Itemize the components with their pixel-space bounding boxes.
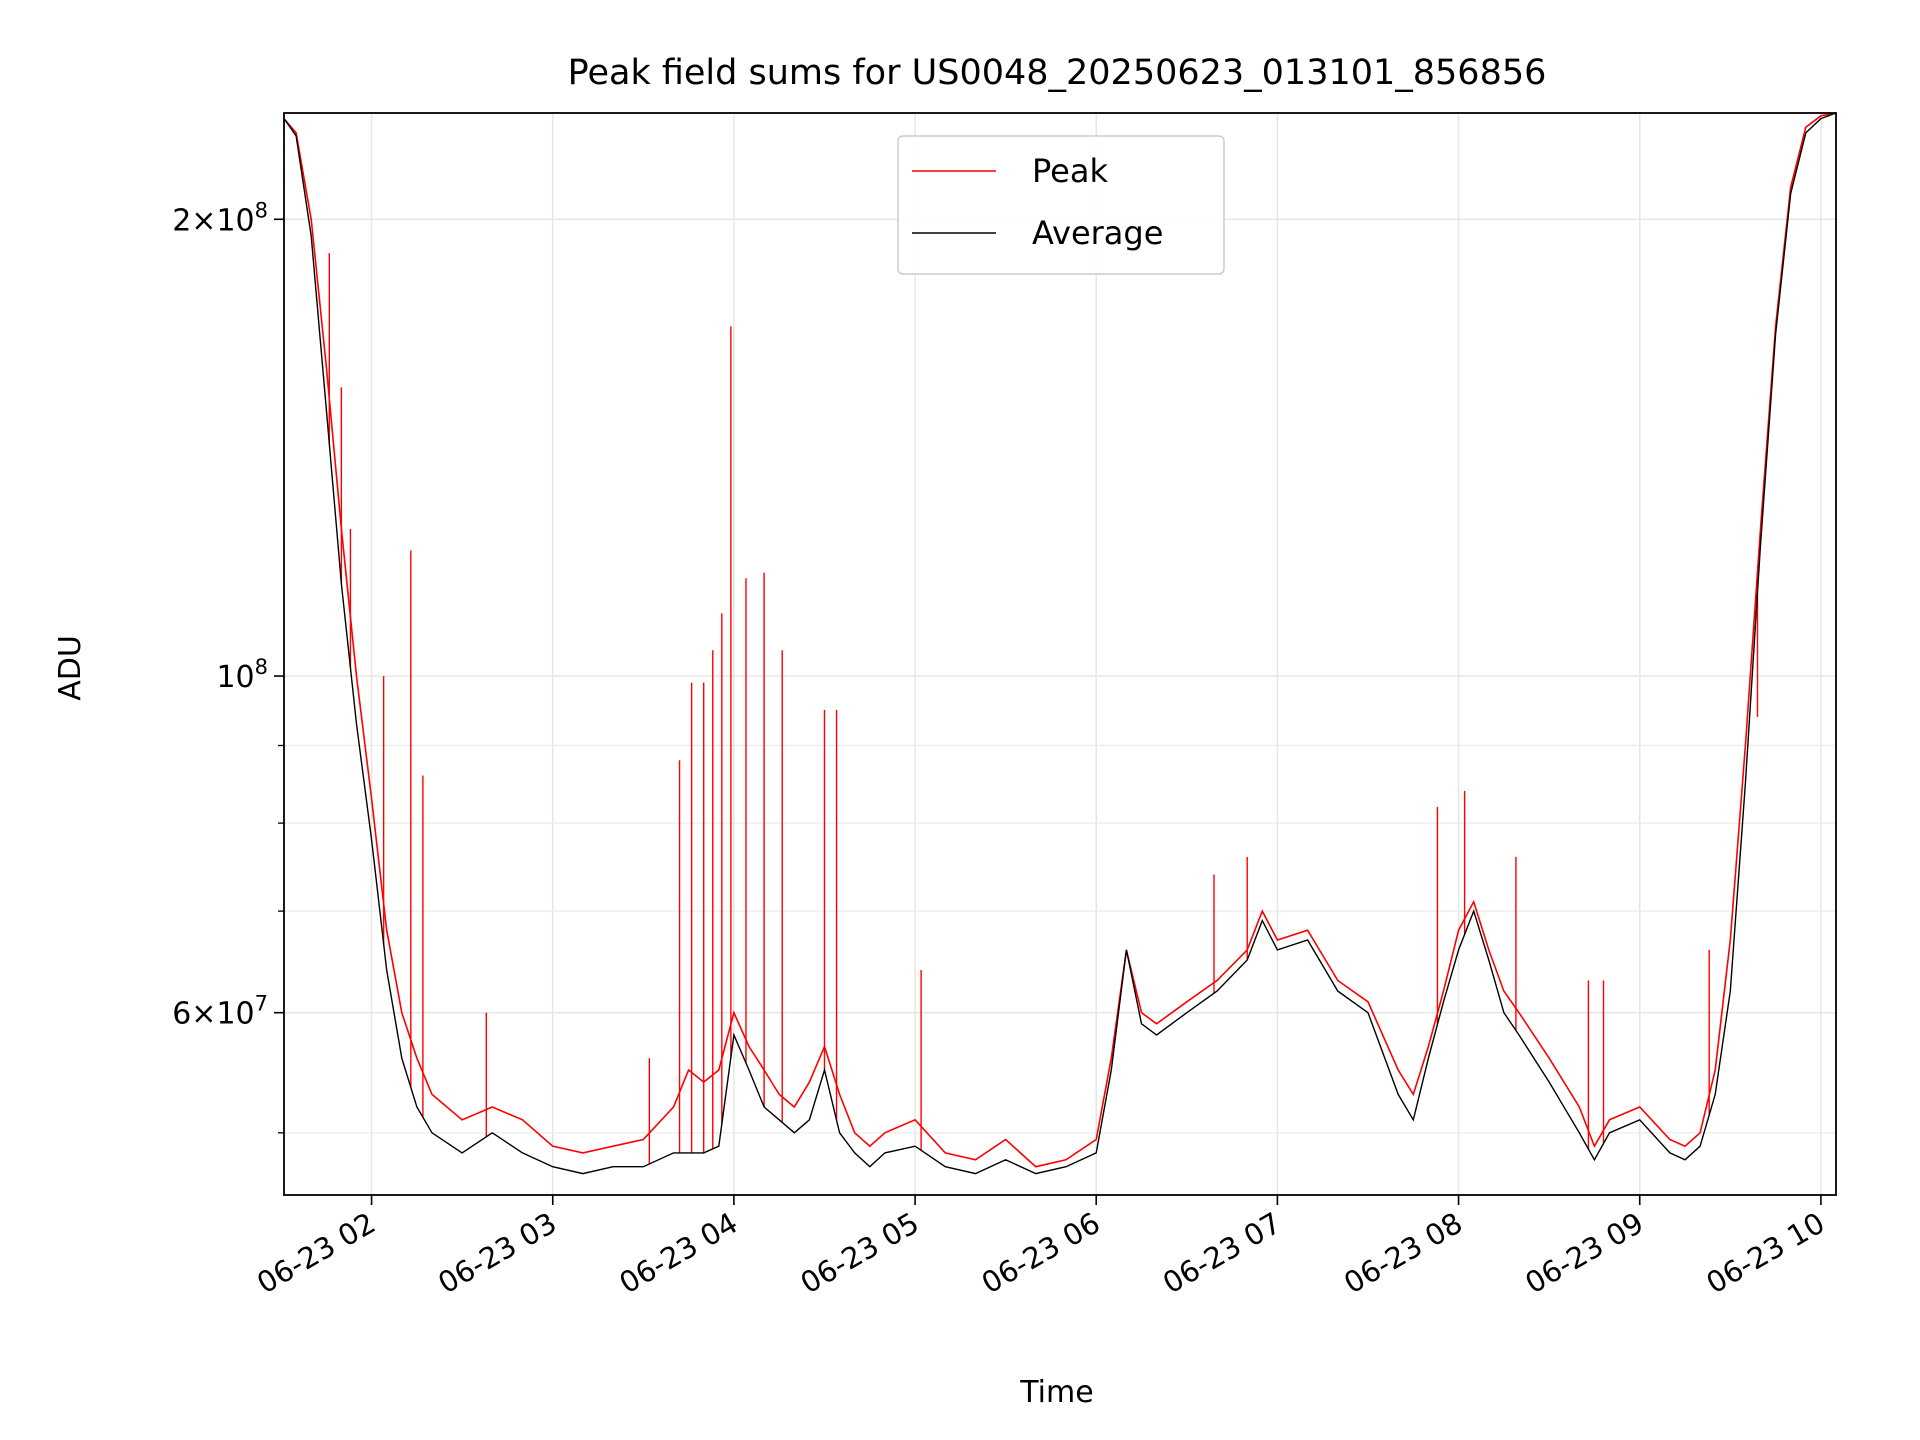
gridlines xyxy=(284,113,1836,1195)
legend: Peak Average xyxy=(897,135,1225,275)
series-line-average xyxy=(283,112,1837,1175)
y-tick-label: 2×108 xyxy=(172,198,268,238)
plot-series xyxy=(283,112,1837,1175)
x-axis-label: Time xyxy=(1019,1375,1093,1410)
legend-label-peak: Peak xyxy=(1032,152,1108,190)
legend-label-average: Average xyxy=(1032,214,1163,252)
chart-title: Peak field sums for US0048_20250623_0131… xyxy=(568,53,1547,93)
y-axis-label: ADU xyxy=(53,635,88,701)
y-tick-label: 6×107 xyxy=(172,992,268,1032)
series-line-peak xyxy=(283,112,1837,1168)
y-tick-label: 108 xyxy=(216,655,268,695)
plot-frame xyxy=(283,112,1837,1196)
